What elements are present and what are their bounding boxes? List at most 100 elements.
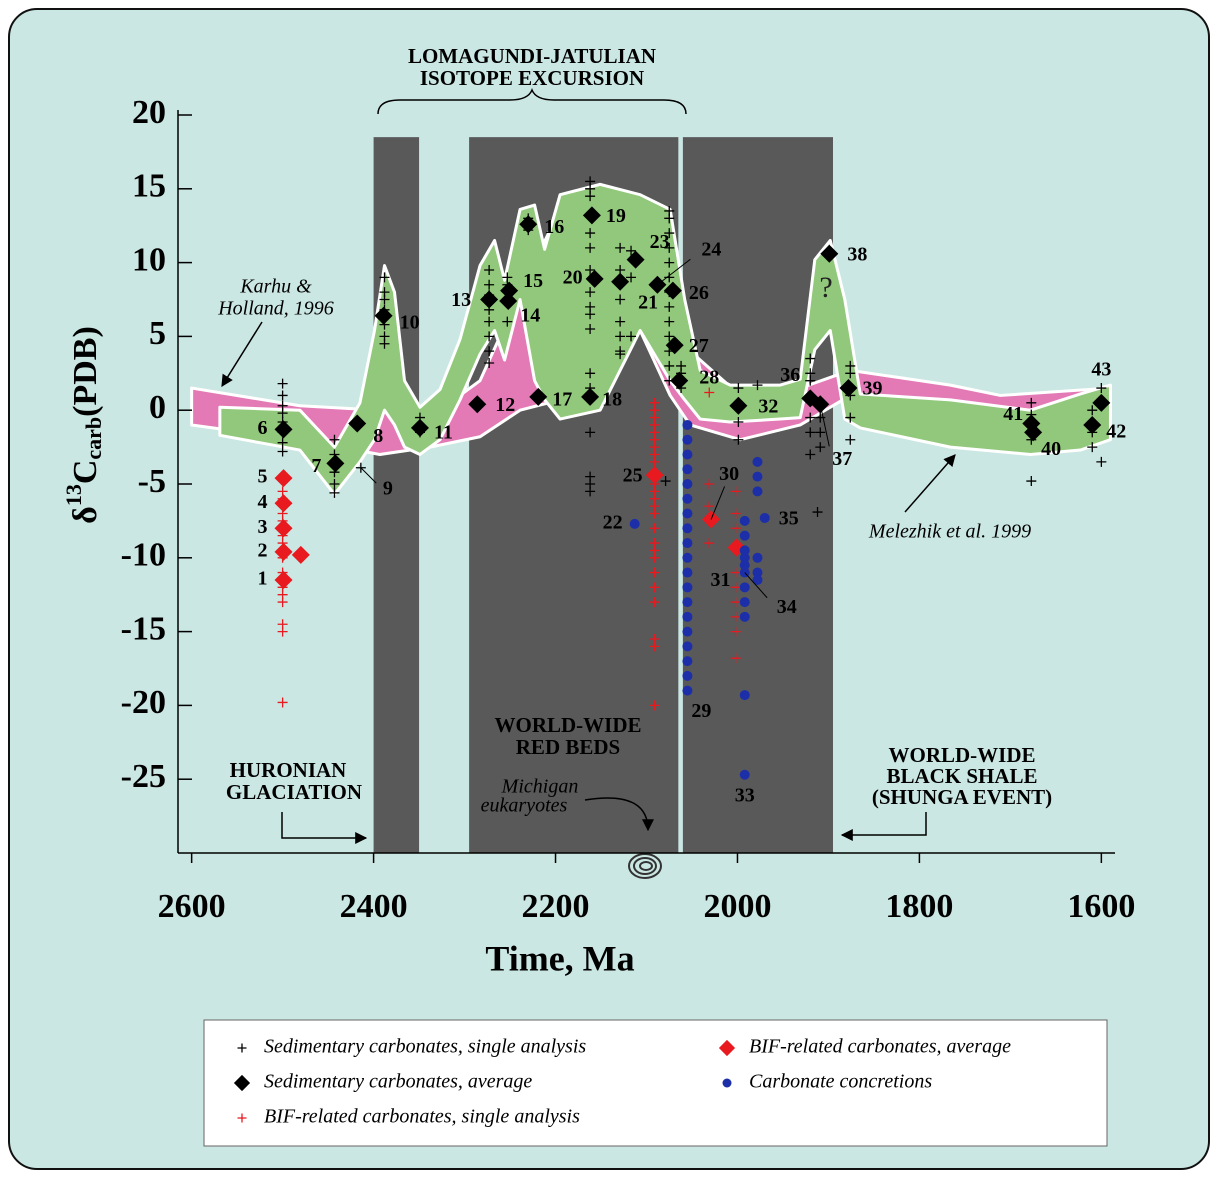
page: 6781011121314151617181920212324262728323… [0,0,1218,1178]
point-label: 16 [544,216,564,238]
callout-label: 22 [603,511,623,533]
time-band [374,137,419,853]
x-tick-label: 2600 [158,888,226,925]
legend-label: BIF-related carbonates, single analysis [264,1106,580,1128]
circle-marker [682,538,692,548]
legend-swatch [723,1079,732,1088]
circle-marker [682,568,692,578]
point-label: 43 [1091,358,1111,380]
circle-marker [752,553,762,563]
callout-label: 34 [777,596,797,618]
circle-marker [682,627,692,637]
circle-marker [752,472,762,482]
point-label: 20 [563,266,583,288]
circle-marker [630,519,640,529]
y-tick-label: 0 [149,389,166,426]
chart: 6781011121314151617181920212324262728323… [0,0,1218,1178]
circle-marker [682,686,692,696]
circle-marker [682,494,692,504]
circle-marker [752,457,762,467]
circle-marker [740,516,750,526]
y-tick-label: -25 [121,758,166,795]
circle-marker [740,690,750,700]
y-tick-label: -5 [138,463,166,500]
legend-label: BIF-related carbonates, average [749,1036,1011,1058]
point-label: 30 [719,463,739,485]
circle-marker [682,641,692,651]
y-tick-label: -20 [121,684,166,721]
point-label: 8 [373,425,383,447]
point-label: 19 [606,205,626,227]
callout-label: 29 [691,700,711,722]
point-label: 28 [699,366,719,388]
point-label: 38 [847,243,867,265]
envelope-label: Karhu & [239,276,312,298]
x-tick-label: 1800 [885,888,953,925]
legend-label: Carbonate concretions [749,1071,932,1093]
point-label: 7 [311,455,321,477]
point-label: 4 [258,491,268,513]
point-label: 11 [434,422,453,444]
circle-marker [682,479,692,489]
annotation: RED BEDS [516,735,620,759]
circle-marker [682,597,692,607]
circle-marker [740,597,750,607]
title-line: ISOTOPE EXCURSION [420,66,644,90]
point-label: 37 [832,448,852,470]
circle-marker [682,553,692,563]
annotation: WORLD-WIDE [494,713,641,737]
point-label: 6 [258,417,268,439]
annotation: (SHUNGA EVENT) [872,785,1052,809]
circle-marker [740,582,750,592]
point-label: 27 [689,335,709,357]
point-label: 17 [552,389,572,411]
circle-marker [682,671,692,681]
point-label: 25 [623,465,643,487]
y-title-part: carb [81,417,106,460]
y-title-part: 13 [61,484,86,506]
y-tick-label: 5 [149,315,166,352]
point-label: 21 [638,291,658,313]
circle-marker [682,420,692,430]
y-tick-label: -10 [121,537,166,574]
callout-label: 33 [735,784,755,806]
annotation: HURONIAN [230,758,347,782]
point-label: 5 [258,466,268,488]
circle-marker [740,531,750,541]
y-tick-label: 20 [132,94,166,131]
point-label: 26 [689,282,709,304]
circle-marker [740,770,750,780]
circle-marker [682,612,692,622]
envelope-label: Melezhik et al. 1999 [868,521,1031,543]
x-tick-label: 2000 [703,888,771,925]
point-label: 39 [862,378,882,400]
callout-label: 35 [779,508,799,530]
circle-marker [740,612,750,622]
point-label: 10 [400,311,420,333]
legend-label: Sedimentary carbonates, single analysis [264,1036,586,1058]
y-title-part: δ [67,506,104,524]
circle-marker [682,582,692,592]
circle-marker [752,486,762,496]
point-label: 14 [520,305,540,327]
circle-marker [682,435,692,445]
point-label: 24 [701,238,721,260]
point-label: 3 [258,516,268,538]
circle-marker [682,464,692,474]
circle-marker [760,513,770,523]
circle-marker [682,449,692,459]
question-mark: ? [819,271,832,304]
point-label: 31 [711,569,731,591]
y-title-part: C [67,460,104,485]
y-tick-label: 15 [132,168,166,205]
y-title-part: (PDB) [67,326,104,417]
y-tick-label: 10 [132,241,166,278]
envelope-label: Holland, 1996 [217,298,334,320]
circle-marker [682,509,692,519]
circle-marker [682,523,692,533]
point-label: 15 [523,270,543,292]
point-label: 23 [650,231,670,253]
point-label: 40 [1041,438,1061,460]
title-line: LOMAGUNDI-JATULIAN [408,44,656,68]
x-axis-title: Time, Ma [485,938,634,978]
